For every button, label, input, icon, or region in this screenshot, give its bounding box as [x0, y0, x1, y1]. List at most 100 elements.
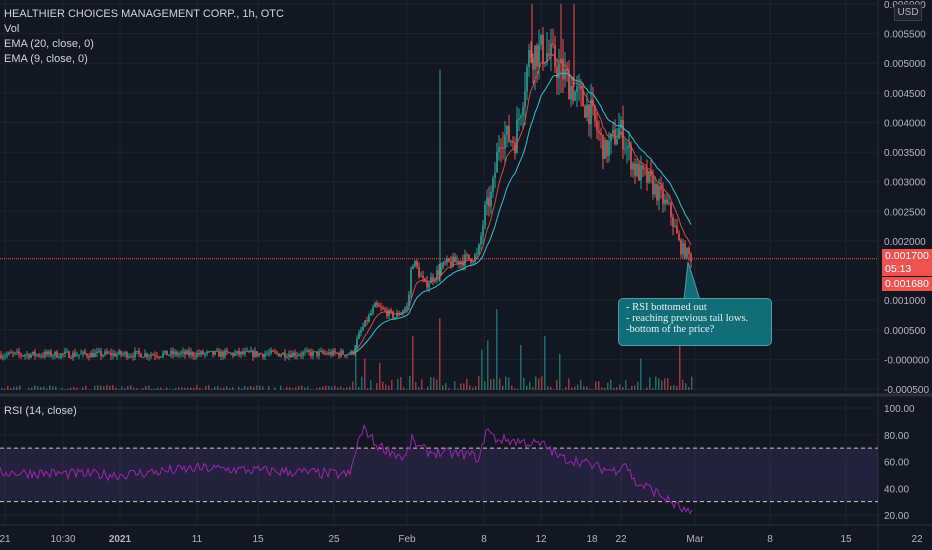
candle-body [266, 353, 268, 355]
candle-body [672, 217, 674, 227]
volume-bar [253, 387, 255, 390]
currency-label[interactable]: USD [894, 4, 922, 21]
annotation-callout[interactable]: - RSI bottomed out - reaching previous t… [618, 298, 772, 346]
candle-body [334, 350, 336, 353]
volume-bar [610, 379, 612, 390]
time-tick: 18 [586, 534, 598, 545]
volume-bar [415, 381, 417, 390]
price-tick: 0.003000 [884, 178, 926, 189]
candle-body [180, 352, 182, 355]
volume-bar [409, 376, 411, 390]
candle-body [644, 168, 646, 170]
volume-bar [307, 386, 309, 390]
volume-bar [238, 386, 240, 390]
time-tick: 8 [767, 534, 773, 545]
volume-bar [94, 385, 96, 390]
candle-body [250, 350, 252, 353]
candle-body [92, 352, 94, 358]
candle-body [510, 140, 512, 142]
candle-body [384, 309, 386, 311]
volume-bar [496, 309, 498, 390]
candle-body [486, 197, 488, 206]
volume-bar [445, 383, 447, 390]
time-tick: 15 [252, 534, 264, 545]
volume-bar [565, 387, 567, 390]
candle-body [208, 351, 210, 353]
candle-body [146, 353, 148, 357]
candle-body [656, 184, 658, 201]
candle-body [136, 350, 138, 352]
volume-bar [229, 388, 231, 390]
candle-body [210, 350, 212, 352]
volume-bar [256, 385, 258, 390]
candle-body [238, 350, 240, 355]
volume-bar [589, 388, 591, 390]
time-tick: 2021 [109, 534, 132, 545]
volume-bar [472, 387, 474, 390]
candle-body [308, 350, 310, 353]
candle-body [286, 356, 288, 358]
volume-bar [577, 384, 579, 390]
volume-bar [517, 388, 519, 390]
candle-body [330, 352, 332, 356]
volume-bar [541, 376, 543, 390]
candle-body [350, 351, 352, 355]
price-tick: 0.005500 [884, 30, 926, 41]
candle-body [348, 354, 350, 356]
price-tick: 0.003500 [884, 148, 926, 159]
candle-body [70, 357, 72, 359]
candle-body [372, 307, 374, 313]
candle-body [376, 302, 378, 306]
candle-body [20, 354, 22, 356]
candle-body [282, 352, 284, 355]
rsi-tick: 100.00 [884, 404, 915, 415]
volume-bar [7, 385, 9, 390]
candle-body [480, 236, 482, 245]
candle-body [98, 351, 100, 353]
annotation-line-3: -bottom of the price? [626, 324, 715, 335]
candle-body [212, 350, 214, 355]
volume-bar [160, 387, 162, 390]
candle-body [232, 353, 234, 356]
volume-bar [391, 380, 393, 390]
candle-body [380, 306, 382, 308]
candle-body [298, 354, 300, 356]
candle-body [588, 104, 590, 125]
volume-bar [628, 388, 630, 390]
candle-body [148, 355, 150, 357]
candle-body [2, 356, 4, 359]
volume-bar [364, 358, 366, 390]
volume-bar [19, 385, 21, 390]
candle-body [38, 354, 40, 357]
candle-body [600, 132, 602, 136]
candle-body [476, 253, 478, 255]
candle-body [88, 356, 90, 358]
rsi-tick: 60.00 [884, 458, 909, 469]
candle-body [186, 350, 188, 355]
candle-body [84, 351, 86, 354]
candle-body [24, 355, 26, 357]
volume-bar [685, 383, 687, 390]
volume-bar [166, 387, 168, 390]
volume-bar [397, 378, 399, 390]
candle-body [202, 351, 204, 355]
candle-body [500, 147, 502, 149]
candle-body [440, 267, 442, 275]
volume-bar [673, 385, 675, 390]
volume-bar [508, 377, 510, 390]
candle-body [218, 350, 220, 357]
volume-bar [670, 385, 672, 390]
volume-bar [103, 386, 105, 390]
candle-body [390, 310, 392, 312]
candle-body [94, 352, 96, 358]
volume-bar [502, 385, 504, 390]
candle-body [118, 351, 120, 355]
volume-bar [211, 388, 213, 390]
candle-body [156, 356, 158, 358]
candle-body [478, 244, 480, 254]
volume-bar [202, 389, 204, 390]
candle-body [198, 353, 200, 355]
candle-body [674, 225, 676, 227]
candle-body [66, 351, 68, 353]
